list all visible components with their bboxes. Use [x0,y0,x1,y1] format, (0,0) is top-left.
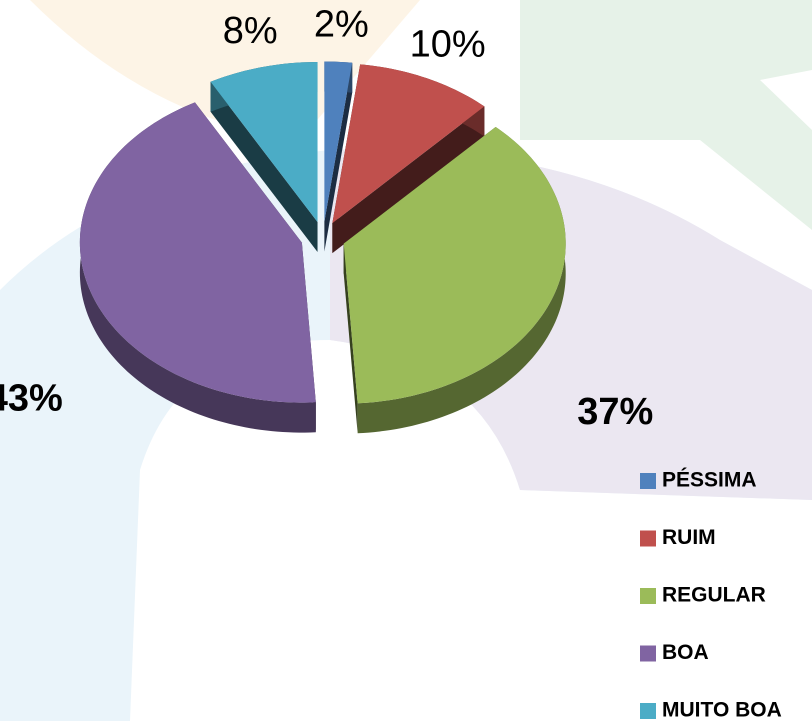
legend-swatch [640,473,656,489]
slice-wall [343,243,358,434]
slice [324,61,353,222]
data-label: 43% [0,378,63,420]
slice-wall [324,62,353,252]
data-label: 37% [577,391,653,433]
slice-wall [332,106,485,254]
slice-side [357,126,566,434]
slice [343,126,566,404]
slice [332,64,485,224]
legend-label: RUIM [662,526,716,549]
legend-label: BOA [662,641,709,664]
legend-swatch [640,588,656,604]
slice [210,62,318,223]
legend-label: MUITO BOA [662,699,782,721]
data-label: 8% [223,10,278,52]
slice [79,102,316,403]
legend-swatch [640,530,656,547]
legend-swatch [640,703,656,719]
data-label: 10% [410,23,486,65]
legend-label: PÉSSIMA [662,469,757,492]
data-label: 2% [314,4,369,46]
legend-label: REGULAR [662,584,766,607]
slice-wall [210,81,318,253]
legend-swatch [640,645,656,662]
